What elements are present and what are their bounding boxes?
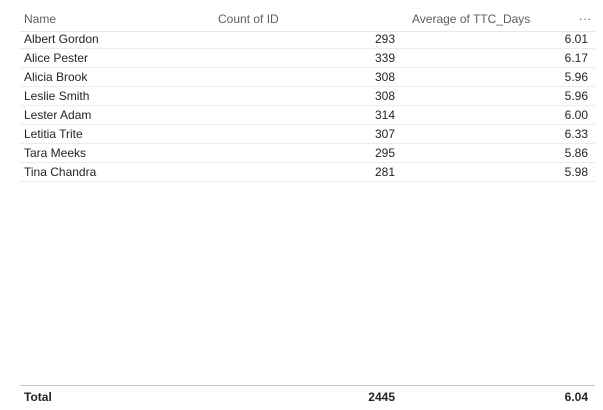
- table-row[interactable]: Albert Gordon 293 6.01: [20, 30, 595, 49]
- table-total-row: Total 2445 6.04: [20, 385, 595, 407]
- table-body: Albert Gordon 293 6.01 Alice Pester 339 …: [20, 30, 595, 182]
- cell-name: Alicia Brook: [24, 70, 88, 84]
- cell-count: 308: [374, 89, 395, 103]
- table-row[interactable]: Letitia Trite 307 6.33: [20, 125, 595, 144]
- cell-name: Lester Adam: [24, 108, 92, 122]
- cell-count: 281: [374, 165, 395, 179]
- cell-name: Leslie Smith: [24, 89, 90, 103]
- table-row[interactable]: Tina Chandra 281 5.98: [20, 163, 595, 182]
- cell-count: 293: [374, 32, 395, 46]
- cell-average: 6.17: [564, 51, 588, 65]
- cell-average: 6.01: [564, 32, 588, 46]
- table-visual: Name Count of ID Average of TTC_Days ...…: [20, 8, 595, 406]
- cell-name: Tina Chandra: [24, 165, 97, 179]
- total-average: 6.04: [564, 390, 588, 404]
- cell-average: 5.96: [564, 89, 588, 103]
- cell-name: Albert Gordon: [24, 32, 99, 46]
- cell-count: 307: [374, 127, 395, 141]
- table-row[interactable]: Alicia Brook 308 5.96: [20, 68, 595, 87]
- cell-count: 308: [374, 70, 395, 84]
- column-header-average-ttc-days[interactable]: Average of TTC_Days: [412, 12, 531, 26]
- cell-count: 295: [374, 146, 395, 160]
- cell-average: 5.86: [564, 146, 588, 160]
- table-row[interactable]: Tara Meeks 295 5.86: [20, 144, 595, 163]
- column-header-name[interactable]: Name: [24, 12, 57, 26]
- cell-average: 6.33: [564, 127, 588, 141]
- cell-average: 5.96: [564, 70, 588, 84]
- cell-count: 339: [374, 51, 395, 65]
- cell-average: 5.98: [564, 165, 588, 179]
- total-label: Total: [24, 390, 52, 404]
- cell-count: 314: [374, 108, 395, 122]
- more-options-icon[interactable]: ...: [578, 9, 592, 23]
- cell-name: Alice Pester: [24, 51, 89, 65]
- table-row[interactable]: Leslie Smith 308 5.96: [20, 87, 595, 106]
- cell-name: Letitia Trite: [24, 127, 83, 141]
- table-row[interactable]: Alice Pester 339 6.17: [20, 49, 595, 68]
- table-row[interactable]: Lester Adam 314 6.00: [20, 106, 595, 125]
- cell-name: Tara Meeks: [24, 146, 87, 160]
- total-count: 2445: [368, 390, 395, 404]
- cell-average: 6.00: [564, 108, 588, 122]
- table-header: Name Count of ID Average of TTC_Days ...: [20, 8, 595, 32]
- column-header-count-of-id[interactable]: Count of ID: [218, 12, 279, 26]
